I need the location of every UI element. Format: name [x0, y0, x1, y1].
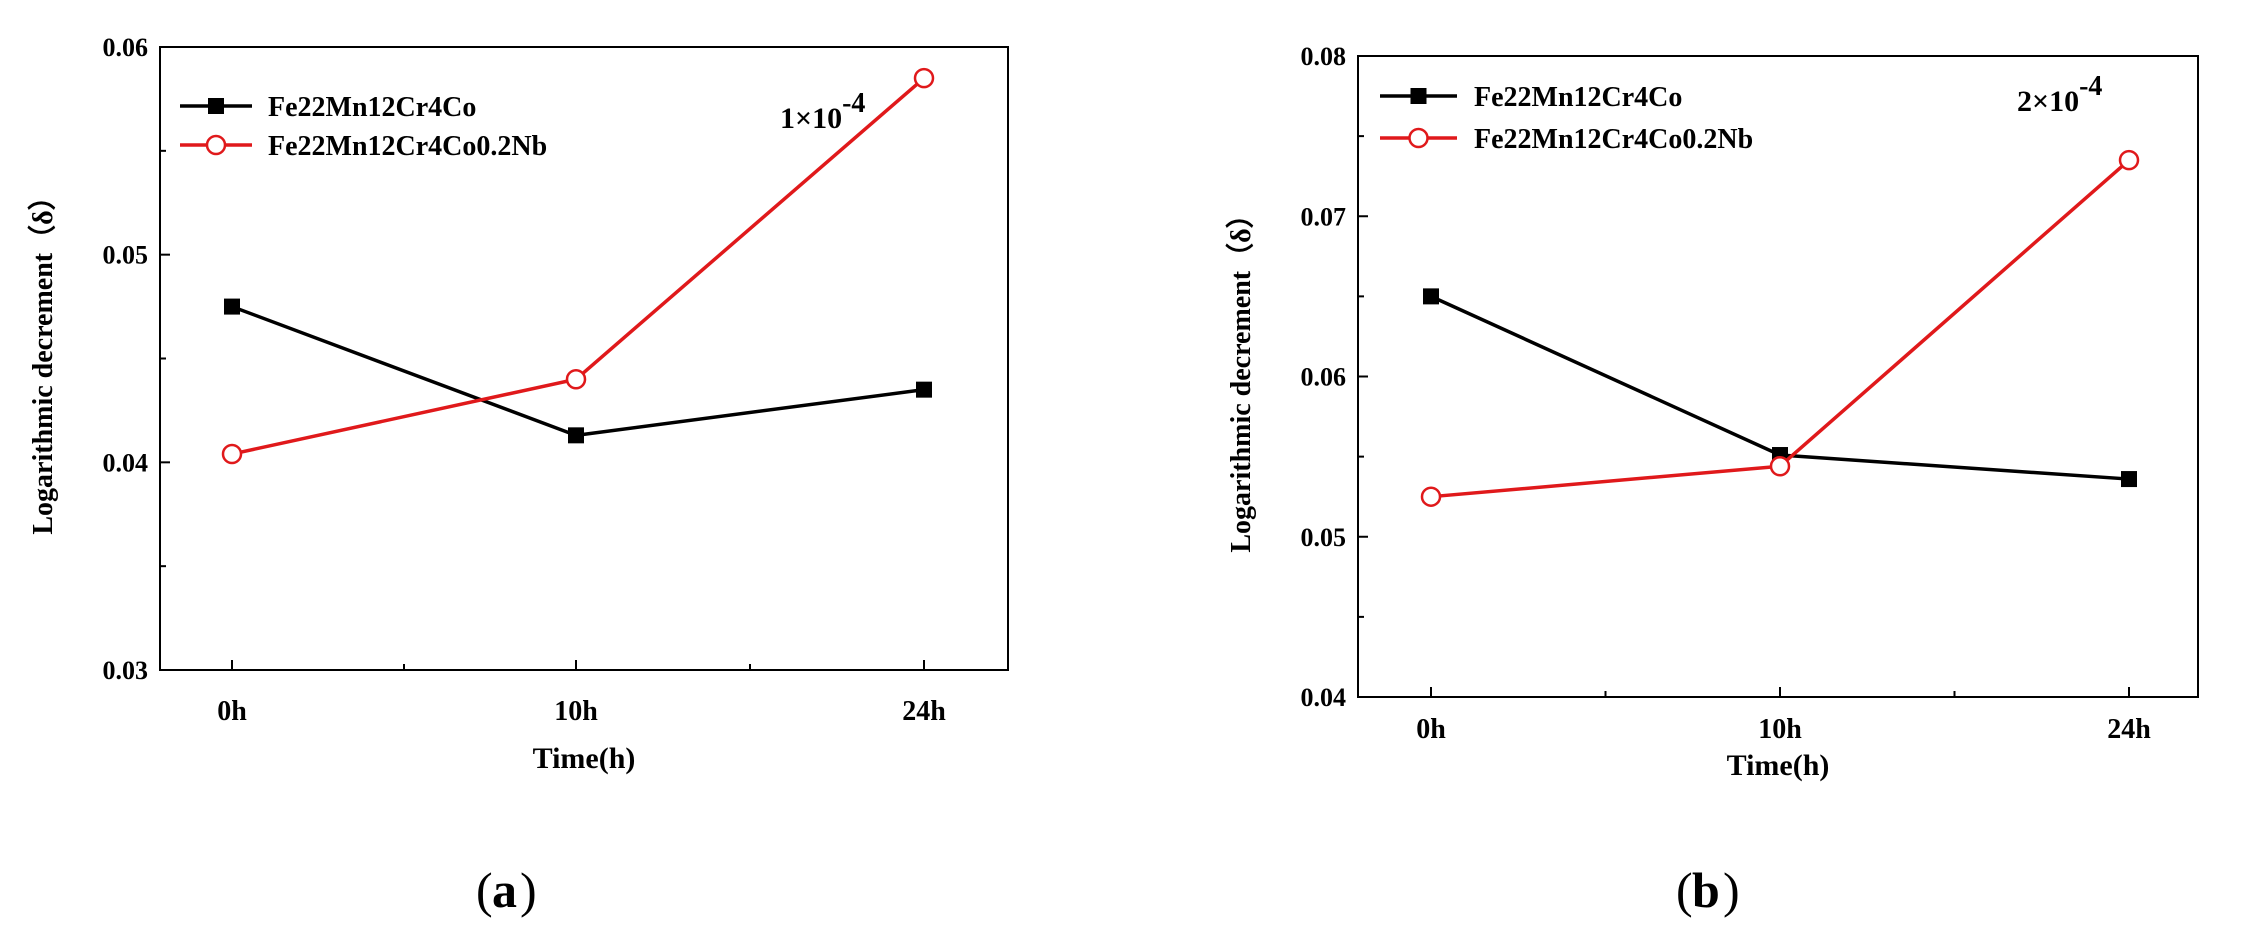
y-tick-label-a: 0.04	[103, 448, 149, 477]
annotation-mantissa-a: 1×10	[780, 102, 842, 135]
panel-label-b-close: )	[1723, 862, 1740, 918]
y-axis-title-a: Logarithmic decrement（δ）	[26, 182, 59, 534]
chart-panel-b: 0.04 0.05 0.06 0.07 0.08 0h 10h 24h Time(h) Logar…	[1224, 42, 2199, 782]
y-tick-label-b: 0.05	[1301, 523, 1347, 552]
x-tick-label-a: 24h	[902, 696, 946, 727]
y-axis-title-b: Logarithmic decrement（δ）	[1224, 200, 1257, 552]
data-point-square-a	[224, 298, 240, 315]
y-tick-label-a: 0.03	[103, 656, 149, 685]
data-point-square-b	[1423, 288, 1439, 305]
annotation-a: 1×10-4	[780, 88, 865, 135]
legend-label-a-2: Fe22Mn12Cr4Co0.2Nb	[268, 131, 547, 162]
panel-label-a-open: (	[476, 862, 493, 918]
annotation-exponent-b: -4	[2079, 71, 2102, 102]
data-point-square-b	[2121, 471, 2137, 488]
x-tick-label-b: 0h	[1416, 714, 1446, 745]
x-axis-title-b: Time(h)	[1727, 749, 1830, 782]
legend-marker-b-1	[1410, 88, 1427, 104]
data-point-circle-a	[565, 369, 587, 390]
legend-marker-a-1	[208, 98, 224, 114]
legend-label-a-1: Fe22Mn12Cr4Co	[268, 92, 476, 123]
x-tick-label-b: 10h	[1758, 714, 1802, 745]
x-tick-label-b: 24h	[2107, 714, 2151, 745]
y-tick-label-a: 0.05	[103, 241, 149, 270]
annotation-b: 2×10-4	[2017, 71, 2102, 118]
legend-marker-b-2	[1408, 127, 1429, 149]
legend-marker-a-2	[205, 134, 227, 156]
data-point-circle-a	[221, 443, 243, 465]
y-tick-label-b: 0.06	[1301, 363, 1347, 392]
data-point-square-a	[916, 381, 932, 398]
panel-label-a: a	[492, 862, 517, 918]
annotation-exponent-a: -4	[842, 88, 865, 119]
y-tick-label-b: 0.07	[1301, 202, 1347, 231]
y-tick-label-a: 0.06	[103, 33, 149, 62]
y-tick-label-b: 0.04	[1301, 683, 1347, 712]
panel-label-a-close: )	[520, 862, 537, 918]
panel-label-b: b	[1692, 862, 1720, 918]
series-line-b-2	[1430, 158, 2131, 499]
data-point-circle-a	[913, 67, 935, 89]
x-axis-title-a: Time(h)	[533, 742, 636, 775]
data-point-square-a	[568, 427, 584, 444]
chart-panel-a: 0.03 0.04 0.05 0.06 0h 10h 24h Time(h) Logarithm…	[26, 33, 1009, 775]
annotation-mantissa-b: 2×10	[2017, 85, 2079, 118]
y-tick-label-b: 0.08	[1301, 42, 1347, 71]
legend-label-b-1: Fe22Mn12Cr4Co	[1474, 82, 1682, 113]
data-point-circle-b	[1420, 486, 1442, 507]
panel-label-b-open: (	[1676, 862, 1693, 918]
data-point-circle-b	[1769, 455, 1791, 477]
x-tick-label-a: 0h	[217, 696, 247, 727]
data-point-circle-b	[2118, 149, 2140, 171]
x-tick-label-a: 10h	[554, 696, 598, 727]
legend-label-b-2: Fe22Mn12Cr4Co0.2Nb	[1474, 124, 1753, 155]
